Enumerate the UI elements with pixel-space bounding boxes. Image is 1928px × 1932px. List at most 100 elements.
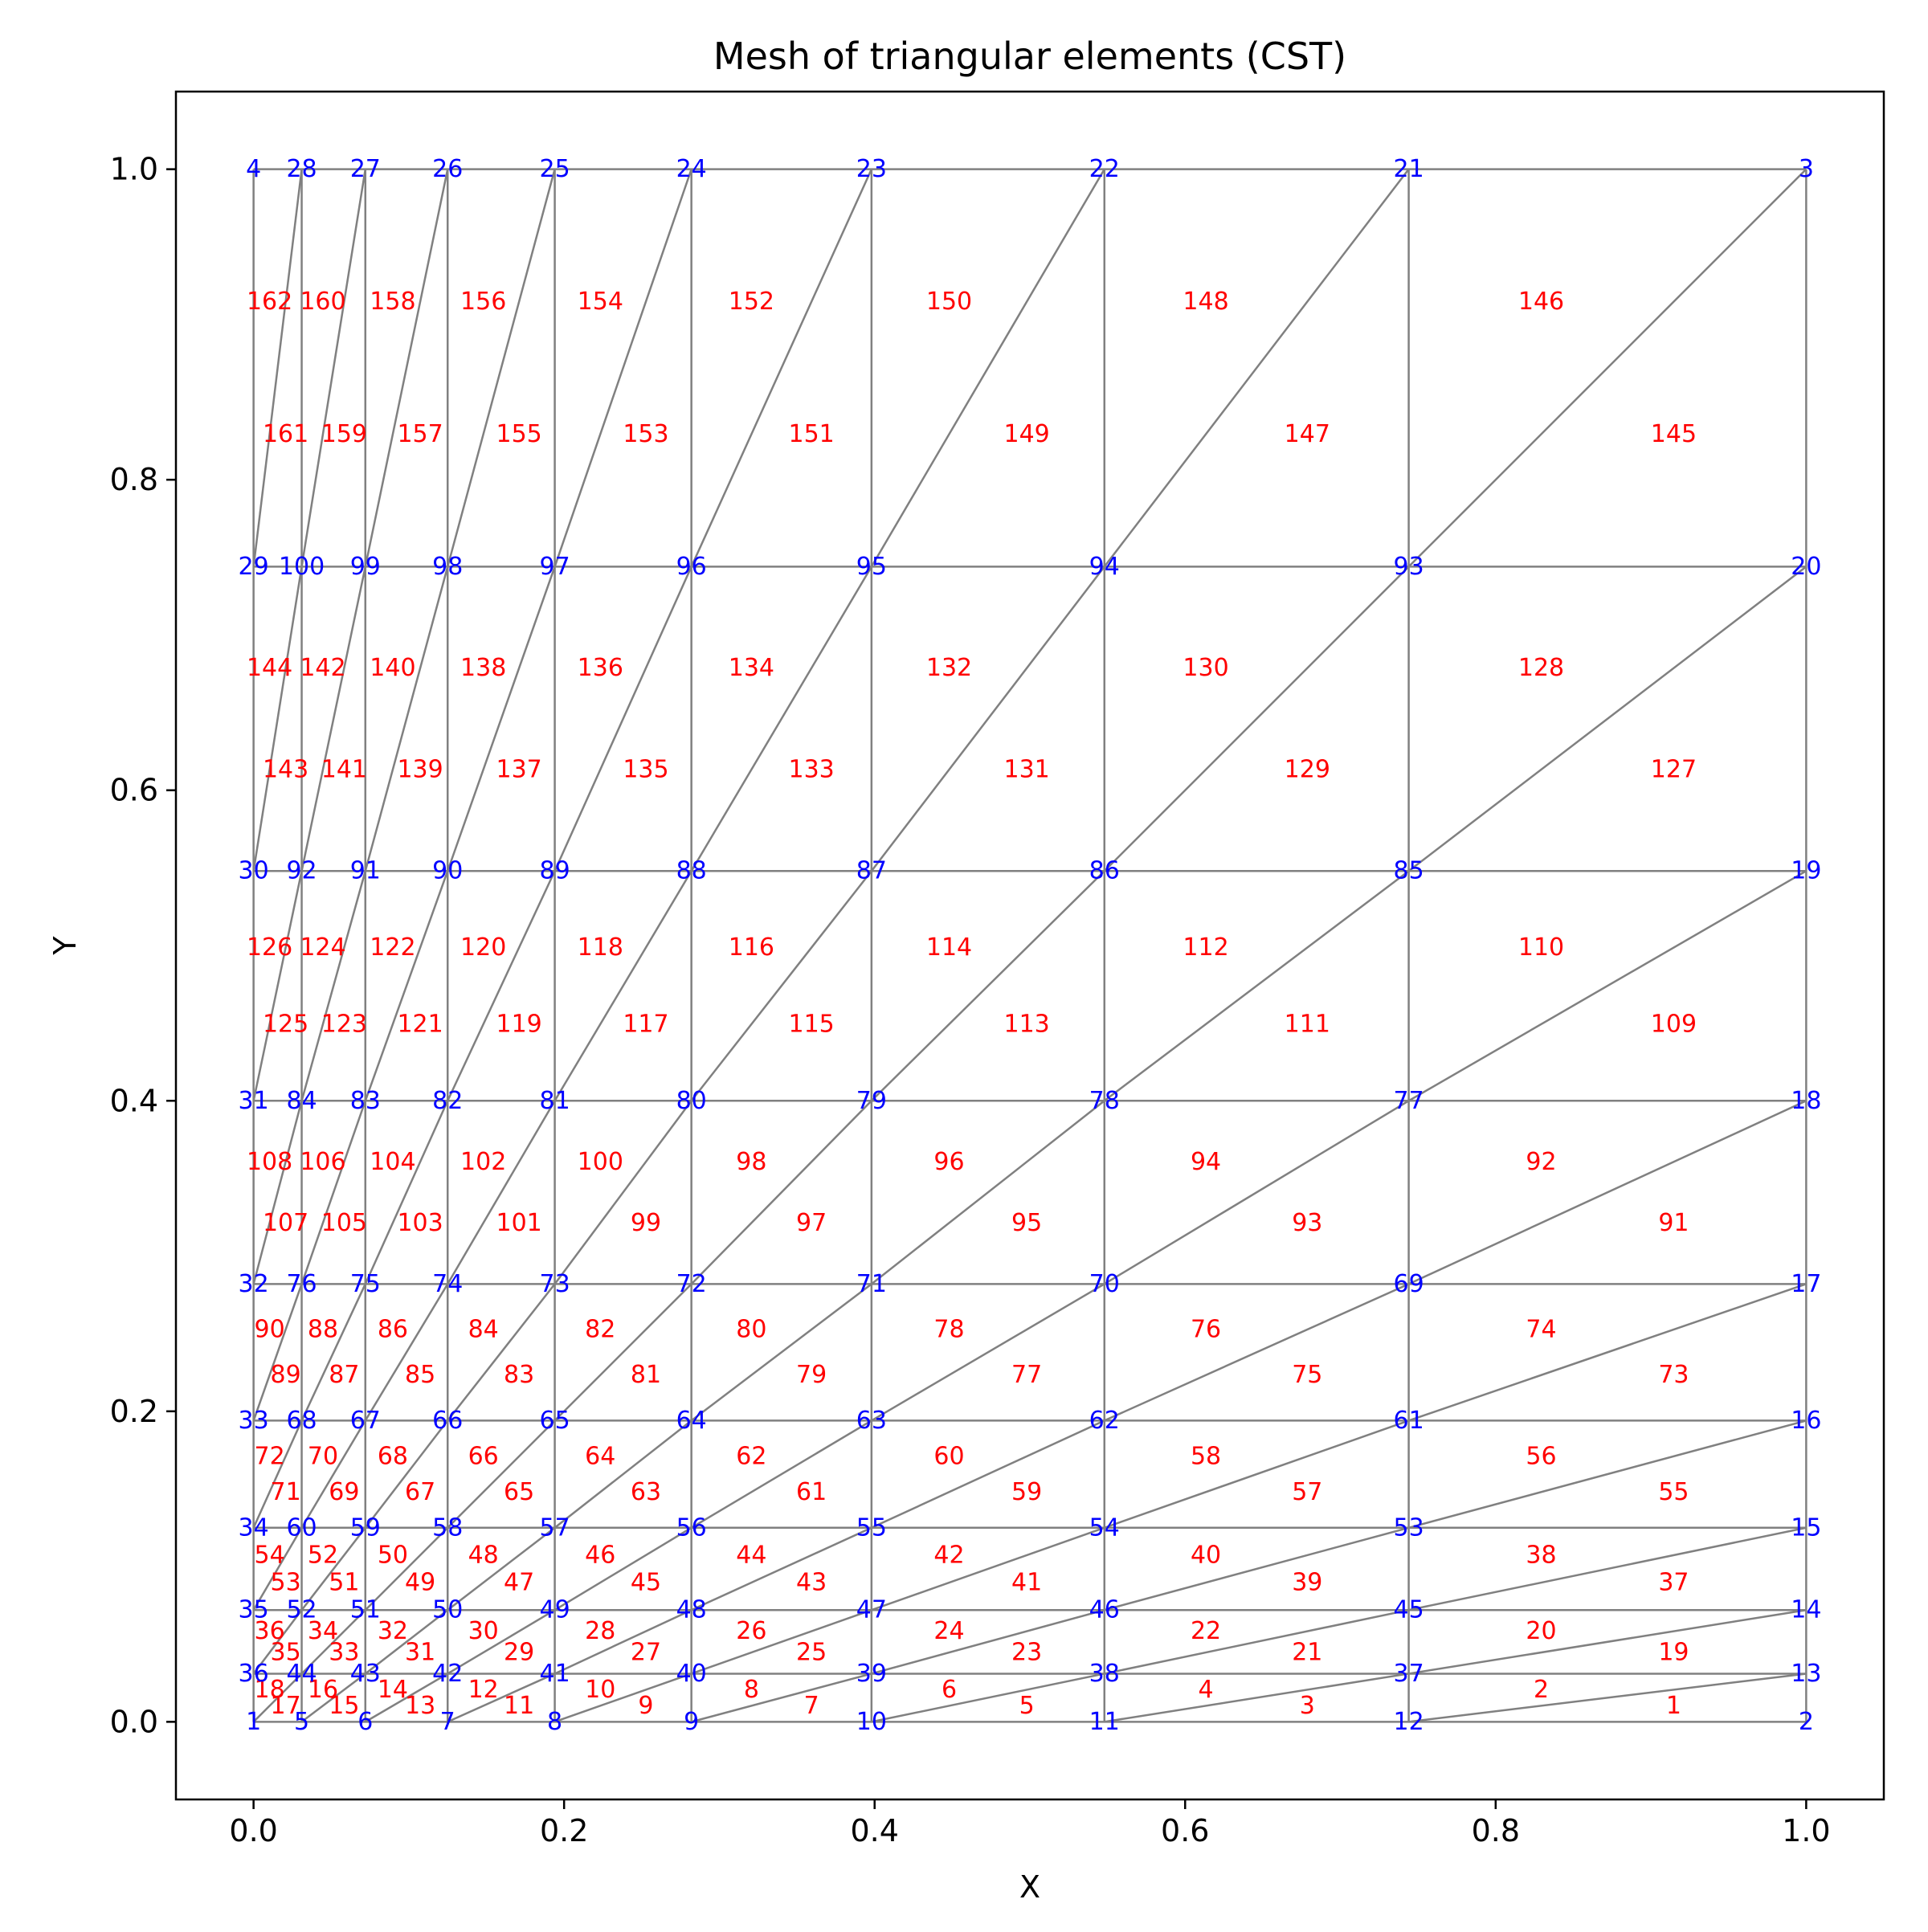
x-tick-label: 1.0: [1782, 1813, 1830, 1848]
mesh-diagonal: [252, 1527, 303, 1611]
mesh-diagonal: [871, 1609, 1105, 1675]
mesh-diagonal: [1104, 1283, 1410, 1422]
element-label: 80: [736, 1316, 766, 1344]
element-label: 97: [796, 1209, 827, 1237]
element-label: 118: [578, 933, 623, 962]
node-label: 1: [246, 1708, 261, 1736]
element-label: 27: [631, 1639, 661, 1667]
element-label: 51: [329, 1569, 359, 1597]
node-label: 80: [676, 1087, 707, 1115]
element-label: 45: [631, 1569, 661, 1597]
node-label: 66: [432, 1407, 463, 1435]
element-label: 33: [329, 1639, 359, 1667]
element-label: 35: [270, 1639, 300, 1667]
element-label: 106: [300, 1148, 345, 1176]
element-label: 57: [1292, 1478, 1322, 1506]
mesh-diagonal: [300, 1609, 366, 1675]
node-label: 41: [539, 1660, 570, 1688]
node-label: 81: [539, 1087, 570, 1115]
element-label: 20: [1526, 1617, 1556, 1645]
element-label: 100: [578, 1148, 623, 1176]
mesh-diagonal: [870, 566, 1105, 872]
element-label: 17: [270, 1692, 300, 1720]
element-label: 116: [729, 933, 774, 962]
node-label: 71: [856, 1270, 887, 1298]
element-label: 128: [1518, 654, 1564, 682]
node-label: 94: [1089, 553, 1120, 581]
mesh-diagonal: [553, 870, 692, 1101]
node-label: 6: [357, 1708, 373, 1736]
element-label: 159: [321, 420, 367, 448]
node-label: 69: [1393, 1270, 1424, 1298]
element-label: 7: [804, 1692, 819, 1720]
node-label: 97: [539, 553, 570, 581]
node-label: 93: [1393, 553, 1424, 581]
element-label: 121: [397, 1010, 443, 1038]
y-tick-label: 0.2: [110, 1394, 158, 1429]
node-label: 63: [856, 1407, 887, 1435]
element-label: 11: [504, 1692, 534, 1720]
element-label: 38: [1526, 1541, 1556, 1569]
element-label: 55: [1658, 1478, 1689, 1506]
mesh-diagonal: [553, 1100, 692, 1285]
mesh-diagonal: [300, 1673, 366, 1723]
element-label: 101: [496, 1209, 541, 1237]
mesh-diagonal: [1408, 1673, 1807, 1723]
mesh-diagonal: [690, 566, 872, 872]
element-label: 70: [308, 1442, 338, 1470]
element-label: 10: [585, 1676, 615, 1704]
element-label: 37: [1658, 1569, 1689, 1597]
mesh-diagonal: [554, 1609, 692, 1675]
mesh-diagonal: [553, 1526, 692, 1611]
element-label: 117: [623, 1010, 668, 1038]
element-label: 74: [1526, 1316, 1556, 1344]
element-label: 96: [933, 1148, 964, 1176]
mesh-diagonal: [871, 1673, 1105, 1723]
element-label: 4: [1198, 1676, 1213, 1704]
element-label: 48: [468, 1541, 499, 1569]
node-label: 49: [539, 1596, 570, 1624]
mesh-diagonal: [1408, 1100, 1807, 1285]
element-label: 61: [796, 1478, 827, 1506]
mesh-diagonal: [364, 1283, 449, 1422]
element-label: 82: [585, 1316, 615, 1344]
mesh-diagonal: [300, 169, 367, 567]
element-label: 94: [1191, 1148, 1221, 1176]
element-label: 59: [1011, 1478, 1042, 1506]
element-label: 124: [300, 933, 345, 962]
mesh-diagonal: [871, 1419, 1105, 1529]
node-label: 57: [539, 1513, 570, 1542]
mesh-diagonal: [1104, 1100, 1410, 1285]
node-label: 90: [432, 857, 463, 885]
mesh-diagonal: [365, 1673, 448, 1723]
mesh-diagonal: [1407, 168, 1808, 568]
node-label: 15: [1791, 1513, 1821, 1542]
node-label: 20: [1791, 553, 1821, 581]
node-label: 53: [1393, 1513, 1424, 1542]
element-label: 152: [729, 288, 774, 316]
element-label: 16: [308, 1676, 338, 1704]
x-tick-label: 0.6: [1161, 1813, 1209, 1848]
element-label: 21: [1292, 1639, 1322, 1667]
mesh-diagonal: [1104, 870, 1410, 1102]
element-label: 5: [1019, 1692, 1035, 1720]
element-label: 63: [631, 1478, 661, 1506]
element-label: 146: [1518, 288, 1564, 316]
element-label: 119: [496, 1010, 541, 1038]
element-label: 135: [623, 755, 668, 783]
element-label: 148: [1183, 288, 1228, 316]
element-label: 162: [247, 288, 292, 316]
mesh-diagonal: [691, 1419, 872, 1529]
element-label: 158: [370, 288, 415, 316]
mesh-diagonal: [447, 566, 556, 872]
node-label: 77: [1393, 1087, 1424, 1115]
element-label: 145: [1651, 420, 1697, 448]
mesh-diagonal: [447, 870, 556, 1101]
element-label: 88: [308, 1316, 338, 1344]
element-label: 150: [926, 288, 972, 316]
element-label: 1: [1666, 1692, 1681, 1720]
element-label: 18: [255, 1676, 285, 1704]
element-label: 133: [788, 755, 834, 783]
mesh-diagonal: [1103, 566, 1410, 872]
element-label: 58: [1191, 1442, 1221, 1470]
